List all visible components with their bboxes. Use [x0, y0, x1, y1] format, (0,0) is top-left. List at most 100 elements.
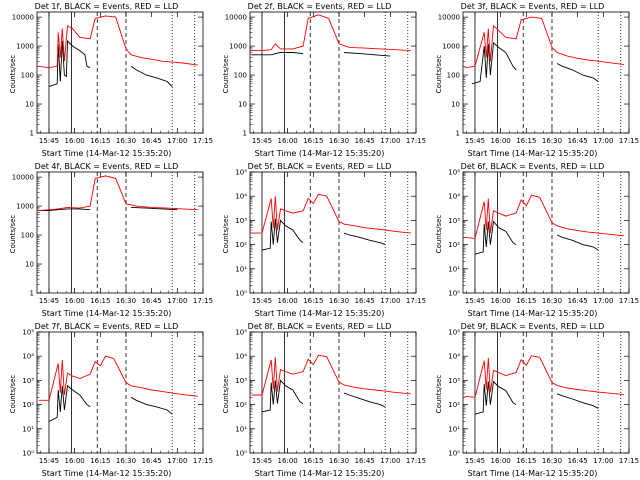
- y-tick-label: 10⁴: [22, 353, 34, 361]
- y-tick-label: 1000: [16, 43, 34, 51]
- x-tick-label: 17:15: [619, 297, 639, 305]
- x-tick-label: 16:15: [90, 297, 110, 305]
- y-tick-label: 10⁰: [22, 450, 34, 458]
- x-tick-label: 16:15: [516, 297, 536, 305]
- panel-title: Det 5f, BLACK = Events, RED = LLD: [247, 162, 392, 171]
- x-tick-label: 16:30: [116, 137, 136, 145]
- x-tick-label: 17:15: [406, 457, 426, 465]
- y-tick-label: 100: [21, 232, 34, 240]
- panel-title: Det 7f, BLACK = Events, RED = LLD: [34, 322, 179, 331]
- chart-plot-area: 10⁰ 10¹ 10² 10³ 10⁴ 10⁵ 15:45 16:00 16:15 16:30 16…: [235, 329, 426, 466]
- x-tick-label: 16:45: [568, 137, 588, 145]
- events-series-line: [261, 218, 304, 251]
- events-series-line: [343, 232, 386, 246]
- axes-frame: [36, 171, 204, 294]
- events-series-line: [251, 52, 304, 56]
- chart-plot-area: 10⁰ 10¹ 10² 10³ 10⁴ 10⁵ 15:45 16:00 16:15 16:30 16…: [448, 169, 639, 306]
- y-tick-label: 10⁰: [235, 450, 247, 458]
- y-axis-label: Counts/sec: [9, 374, 17, 414]
- x-tick-label: 17:00: [167, 297, 187, 305]
- chart-panel: 10⁰ 10¹ 10² 10³ 10⁴ 10⁵ 15:45 16:00 16:15 16:30 16…: [426, 160, 639, 320]
- y-tick-label: 10⁵: [448, 329, 460, 337]
- x-tick-label: 15:45: [252, 137, 272, 145]
- chart-plot-area: 1 10 100 1000 10000 15:45 16:00 16:15 16:30 16:45…: [438, 11, 639, 145]
- y-tick-label: 10³: [235, 217, 247, 225]
- x-tick-label: 16:15: [516, 457, 536, 465]
- events-series-line: [131, 206, 178, 211]
- x-tick-label: 17:15: [193, 297, 213, 305]
- x-tick-label: 16:00: [65, 297, 85, 305]
- x-tick-label: 16:15: [303, 297, 323, 305]
- y-tick-label: 10⁵: [448, 169, 460, 177]
- x-tick-label: 16:30: [329, 457, 349, 465]
- y-tick-label: 10000: [12, 14, 34, 22]
- y-tick-label: 10000: [438, 14, 460, 22]
- y-axis-label: Counts/sec: [222, 214, 230, 254]
- axes-frame: [36, 331, 204, 454]
- y-tick-label: 10¹: [448, 265, 460, 273]
- x-tick-label: 16:00: [278, 297, 298, 305]
- events-series-line: [471, 41, 517, 85]
- panel-title: Det 4f, BLACK = Events, RED = LLD: [34, 162, 179, 171]
- chart-panel: 10⁰ 10¹ 10² 10³ 10⁴ 10⁵ 15:45 16:00 16:15 16:30 16…: [426, 320, 639, 480]
- lld-series-line: [251, 14, 411, 52]
- x-tick-label: 16:30: [116, 457, 136, 465]
- x-tick-label: 16:00: [65, 137, 85, 145]
- x-tick-label: 16:30: [329, 297, 349, 305]
- y-tick-label: 10²: [235, 401, 247, 409]
- chart-panel: 10⁰ 10¹ 10² 10³ 10⁴ 10⁵ 15:45 16:00 16:15 16:30 16…: [213, 160, 426, 320]
- lld-series-line: [251, 193, 411, 234]
- chart-plot-area: 1 10 100 1000 10000 15:45 16:00 16:15 16:30 16:45…: [225, 11, 426, 145]
- x-tick-label: 16:15: [303, 137, 323, 145]
- x-tick-label: 16:45: [142, 457, 162, 465]
- x-tick-label: 16:45: [142, 137, 162, 145]
- chart-plot-area: 1 10 100 1000 10000 15:45 16:00 16:15 16:30 16:45…: [12, 11, 213, 145]
- x-tick-label: 16:00: [278, 137, 298, 145]
- y-tick-label: 10⁰: [448, 290, 460, 298]
- x-tick-label: 17:15: [406, 297, 426, 305]
- x-tick-label: 16:30: [329, 137, 349, 145]
- events-series-line: [343, 392, 386, 408]
- x-tick-label: 16:30: [542, 297, 562, 305]
- events-series-line: [48, 384, 91, 422]
- x-tick-label: 17:00: [593, 137, 613, 145]
- chart-panel: 10⁰ 10¹ 10² 10³ 10⁴ 10⁵ 15:45 16:00 16:15 16:30 16…: [0, 320, 213, 480]
- y-tick-label: 10¹: [235, 425, 247, 433]
- events-series-line: [556, 234, 599, 251]
- axes-frame: [462, 331, 630, 454]
- lld-series-line: [38, 175, 198, 212]
- axes-frame: [36, 11, 204, 134]
- y-tick-label: 10⁴: [448, 193, 460, 201]
- y-tick-label: 10²: [235, 241, 247, 249]
- x-tick-label: 16:00: [491, 297, 511, 305]
- x-axis-label: Start Time (14-Mar-12 15:35:20): [467, 469, 598, 478]
- x-axis-label: Start Time (14-Mar-12 15:35:20): [254, 149, 385, 158]
- y-tick-label: 10: [25, 101, 34, 109]
- axes-frame: [249, 171, 417, 294]
- lld-series-line: [38, 15, 198, 69]
- y-tick-label: 10⁴: [235, 353, 247, 361]
- x-tick-label: 16:15: [90, 457, 110, 465]
- x-tick-label: 15:45: [39, 457, 59, 465]
- x-tick-label: 17:00: [167, 457, 187, 465]
- events-series-line: [474, 220, 517, 255]
- x-tick-label: 17:15: [193, 137, 213, 145]
- y-tick-label: 100: [234, 72, 247, 80]
- y-tick-label: 1000: [229, 43, 247, 51]
- y-tick-label: 10³: [448, 377, 460, 385]
- x-tick-label: 15:45: [465, 457, 485, 465]
- y-tick-label: 10⁵: [22, 329, 34, 337]
- events-series-line: [48, 39, 91, 88]
- lld-series-line: [38, 355, 198, 401]
- y-tick-label: 10: [238, 101, 247, 109]
- y-tick-label: 10000: [225, 14, 247, 22]
- y-tick-label: 10³: [448, 217, 460, 225]
- x-tick-label: 16:00: [491, 457, 511, 465]
- lld-series-line: [251, 354, 411, 396]
- lld-series-line: [464, 355, 624, 398]
- y-axis-label: Counts/sec: [435, 54, 443, 94]
- x-tick-label: 17:00: [167, 137, 187, 145]
- y-tick-label: 10²: [22, 401, 34, 409]
- y-tick-label: 10³: [235, 377, 247, 385]
